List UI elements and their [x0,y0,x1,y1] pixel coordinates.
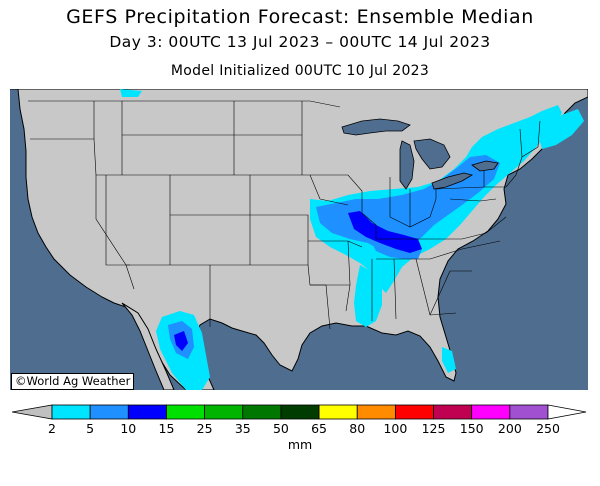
color-bar-unit: mm [287,437,313,452]
color-bar-segment [242,404,282,420]
color-bar-tick-label: 10 [120,421,137,436]
lake-michigan [399,140,415,190]
lake-erie [431,172,474,190]
color-bar [12,404,587,420]
color-bar-segment [356,404,396,420]
color-bar-segment [433,404,473,420]
color-bar-segment [89,404,129,420]
precip-cyan-gulf [354,265,382,327]
color-bar-tick-label: 125 [421,421,446,436]
color-bar-segment [127,404,167,420]
color-bar-segment [51,404,91,420]
color-bar-tick-label: 2 [48,421,56,436]
color-bar-tick-label: 50 [272,421,289,436]
color-bar-tick-label: 35 [234,421,251,436]
precip-cyan-florida [442,347,456,373]
precip-darkblue-max [348,211,422,253]
color-bar-arrow-low [12,404,53,420]
state-boundaries [28,100,541,330]
baja-peninsula [121,302,175,390]
lake-ontario [471,160,499,172]
lake-huron [413,138,451,170]
color-bar-tick-label: 5 [86,421,95,436]
copyright-credit: ©World Ag Weather [11,373,135,390]
lake-superior [341,118,411,136]
valid-period: Day 3: 00UTC 13 Jul 2023 – 00UTC 14 Jul … [109,33,491,51]
map-title: GEFS Precipitation Forecast: Ensemble Me… [66,6,534,28]
color-bar-tick-label: 80 [349,421,366,436]
color-bar-arrow-high [547,404,587,420]
great-lakes [341,118,499,190]
color-bar-segment [509,404,549,420]
color-bar-tick-label: 150 [459,421,484,436]
color-bar-segment [166,404,206,420]
precipitation-map [10,89,588,390]
color-bar-segment [318,404,358,420]
color-bar-segment [394,404,434,420]
color-bar-segment [280,404,320,420]
color-bar-tick-label: 15 [158,421,175,436]
color-bar-tick-label: 65 [311,421,328,436]
color-bar-tick-label: 250 [536,421,560,436]
color-bar-tick-label: 100 [383,421,408,436]
color-bar-tick-label: 25 [196,421,213,436]
precip-cyan-east [536,109,584,149]
precip-cyan-northern [120,89,142,97]
model-init-time: Model Initialized 00UTC 10 Jul 2023 [170,63,430,79]
precip-darkblue-mexico [174,331,188,351]
color-bar-segment [204,404,244,420]
color-bar-tick-label: 200 [497,421,522,436]
color-bar-segment [471,404,511,420]
